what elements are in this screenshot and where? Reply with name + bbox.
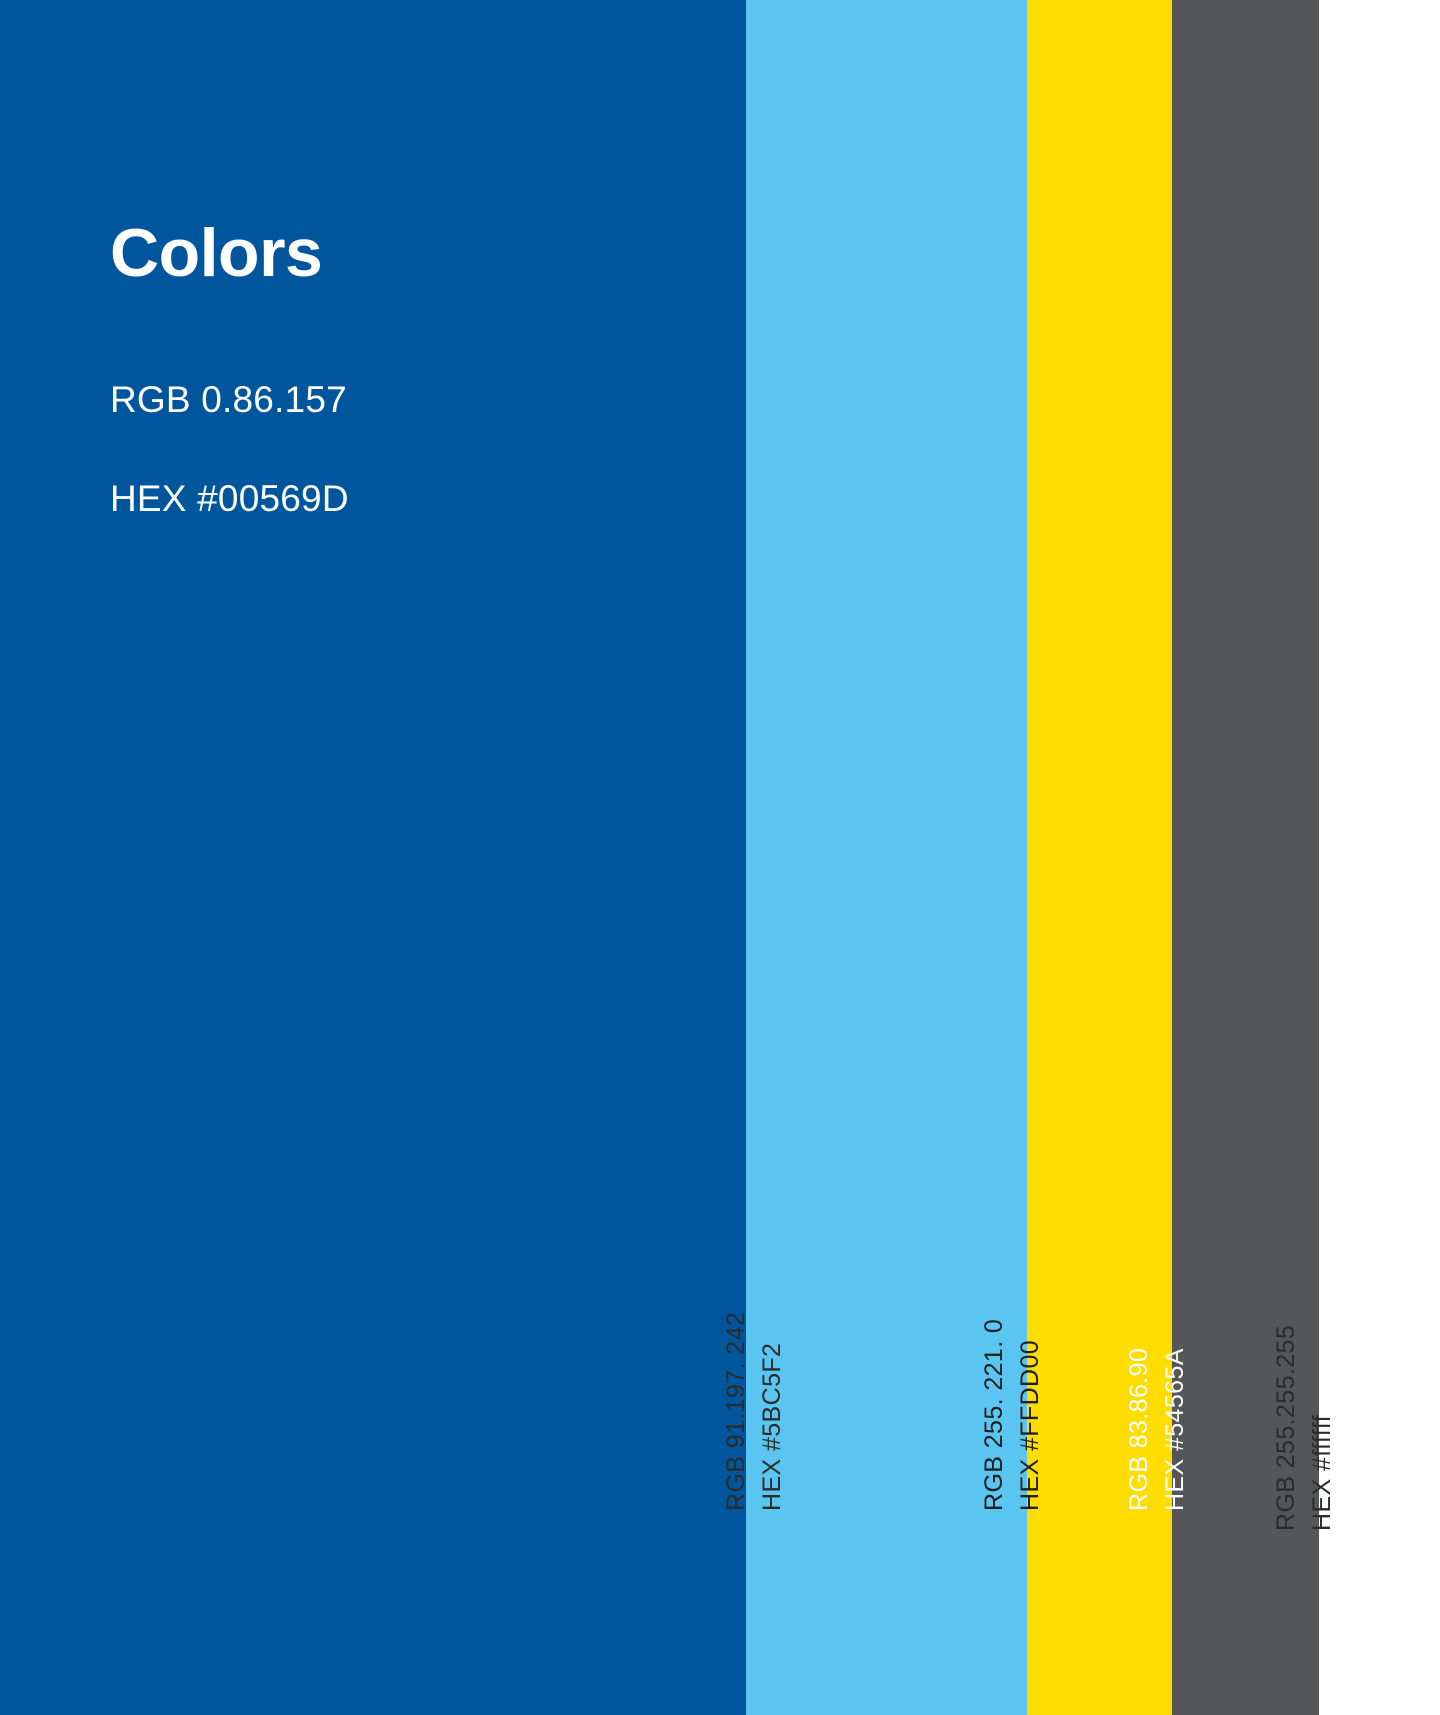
white-rgb-label: RGB 255.255.255 <box>1272 1324 1300 1531</box>
page-title: Colors <box>110 215 323 291</box>
swatch-band-white <box>1319 0 1440 1715</box>
swatch-band-dark-gray <box>1172 0 1319 1715</box>
dark-gray-hex-label: HEX #54565A <box>1160 1348 1189 1511</box>
sky-blue-rgb-label: RGB 91.197. 242 <box>722 1311 750 1511</box>
swatch-caption-white: RGB 255.255.255 HEX #ffffff <box>1269 1325 1340 1531</box>
swatch-caption-yellow: RGB 255. 221. 0 HEX #FFDD00 <box>977 1319 1048 1511</box>
swatch-band-yellow <box>1027 0 1172 1715</box>
swatch-band-primary-blue <box>0 0 746 1715</box>
primary-swatch-hex-label: HEX #00569D <box>110 478 349 520</box>
sky-blue-hex-label: HEX #5BC5F2 <box>757 1342 786 1511</box>
swatch-caption-sky-blue: RGB 91.197. 242 HEX #5BC5F2 <box>719 1312 790 1511</box>
white-hex-label: HEX #ffffff <box>1307 1414 1336 1531</box>
primary-swatch-rgb-label: RGB 0.86.157 <box>110 378 347 420</box>
hero-block: Colors RGB 0.86.157 HEX #00569D <box>110 215 670 573</box>
yellow-rgb-label: RGB 255. 221. 0 <box>980 1318 1008 1511</box>
primary-swatch-specs: RGB 0.86.157 HEX #00569D <box>110 325 670 573</box>
swatch-caption-dark-gray: RGB 83.86.90 HEX #54565A <box>1122 1348 1193 1511</box>
yellow-hex-label: HEX #FFDD00 <box>1015 1339 1044 1511</box>
dark-gray-rgb-label: RGB 83.86.90 <box>1125 1347 1153 1511</box>
swatch-band-sky-blue <box>746 0 1027 1715</box>
